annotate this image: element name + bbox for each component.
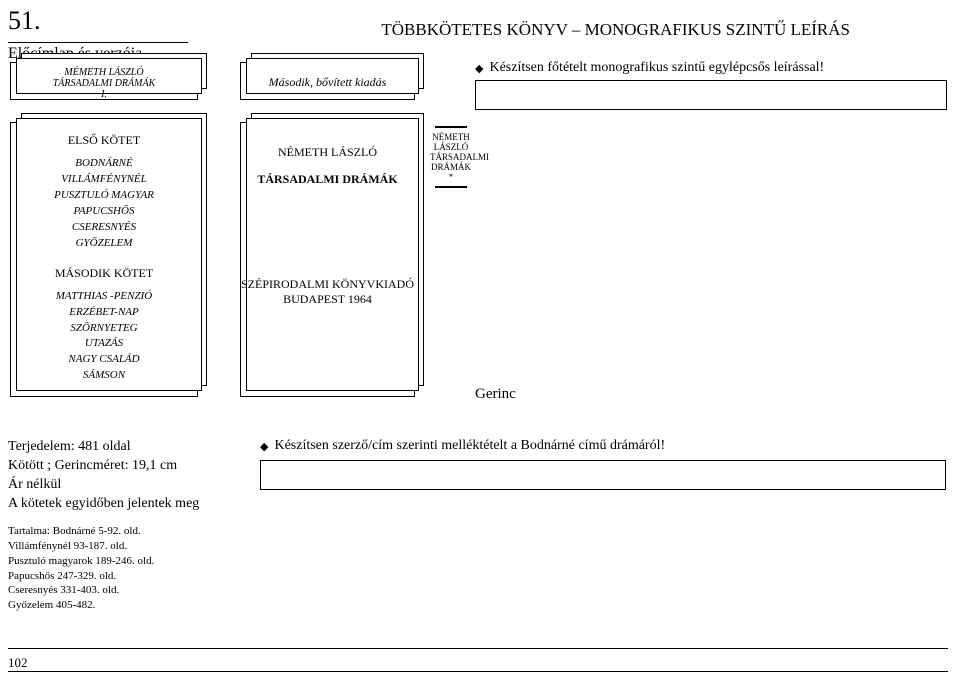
ref-line: Pusztuló magyarok 189-246. old. [8,554,154,569]
title-line: TÁRSADALMI DRÁMÁK [11,78,197,89]
spine-label: Gerinc [475,386,516,403]
ref-line: Győzelem 405-482. [8,598,154,613]
author-line: MÉMETH LÁSZLÓ [11,67,197,78]
list-item: SZÖRNYETEG [11,321,197,337]
spine-text: LÁSZLÓ [430,142,472,152]
task-2-text: Készítsen szerző/cím szerinti melléktéte… [274,438,665,454]
list-item: VILLÁMFÉNYNÉL [11,172,197,188]
diamond-icon: ◆ [475,61,483,77]
card-edition: Második, bővített kiadás [240,62,415,100]
list-item: MATTHIAS -PENZIÓ [11,289,197,305]
volume-line: I. [11,89,197,100]
title: TÁRSADALMI DRÁMÁK [241,172,414,187]
spine: NÉMETH LÁSZLÓ TÁRSADALMI DRÁMÁK * [430,122,472,397]
card-title-page: NÉMETH LÁSZLÓ TÁRSADALMI DRÁMÁK SZÉPIROD… [240,122,415,397]
list-item: SÁMSON [11,368,197,384]
exercise-number: 51. [8,6,41,36]
list-item: NAGY CSALÁD [11,352,197,368]
spine-rule [435,186,467,188]
ref-line: Tartalma: Bodnárné 5-92. old. [8,524,154,539]
task-2: ◆ Készítsen szerző/cím szerinti mellékté… [260,438,665,455]
ref-line: Cseresnyés 331-403. old. [8,583,154,598]
spine-rule [435,126,467,128]
header-title: TÖBBKÖTETES KÖNYV – MONOGRAFIKUS SZINTŰ … [381,20,850,40]
spine-text: NÉMETH [430,132,472,142]
diamond-icon: ◆ [260,439,268,455]
list-item: BODNÁRNÉ [11,156,197,172]
answer-box-1[interactable] [475,80,947,110]
spine-text: DRÁMÁK [430,162,472,172]
task-1-text: Készítsen főtételt monografikus szintű e… [489,60,824,76]
meta-line: Terjedelem: 481 oldal [8,438,199,457]
page-references: Tartalma: Bodnárné 5-92. old. Villámfény… [8,524,154,613]
list-item: ERZÉBET-NAP [11,305,197,321]
task-1: ◆ Készítsen főtételt monografikus szintű… [475,60,824,77]
card-front-title: MÉMETH LÁSZLÓ TÁRSADALMI DRÁMÁK I. [10,62,198,100]
answer-box-2[interactable] [260,460,946,490]
list-item: GYŐZELEM [11,236,197,252]
ref-line: Villámfénynél 93-187. old. [8,539,154,554]
meta-line: Kötött ; Gerincméret: 19,1 cm [8,457,199,476]
spine-text: TÁRSADALMI [430,152,472,162]
meta-line: Ár nélkül [8,476,199,495]
ref-line: Papucshős 247-329. old. [8,569,154,584]
card-contents: ELSŐ KÖTET BODNÁRNÉ VILLÁMFÉNYNÉL PUSZTU… [10,122,198,397]
list-item: PUSZTULÓ MAGYAR [11,188,197,204]
spine-text: * [430,172,472,182]
publisher: SZÉPIRODALMI KÖNYVKIADÓ [241,277,414,292]
place-year: BUDAPEST 1964 [241,292,414,307]
list-item: UTAZÁS [11,336,197,352]
list-item: CSERESNYÉS [11,220,197,236]
metadata-block: Terjedelem: 481 oldal Kötött ; Gerincmér… [8,438,199,514]
page-number-value: 102 [8,655,28,670]
volume2-header: MÁSODIK KÖTET [11,266,197,281]
volume1-header: ELSŐ KÖTET [11,133,197,148]
list-item: PAPUCSHŐS [11,204,197,220]
author: NÉMETH LÁSZLÓ [241,145,414,160]
meta-line: A kötetek egyidőben jelentek meg [8,495,199,514]
page-number: 102 [8,648,948,672]
